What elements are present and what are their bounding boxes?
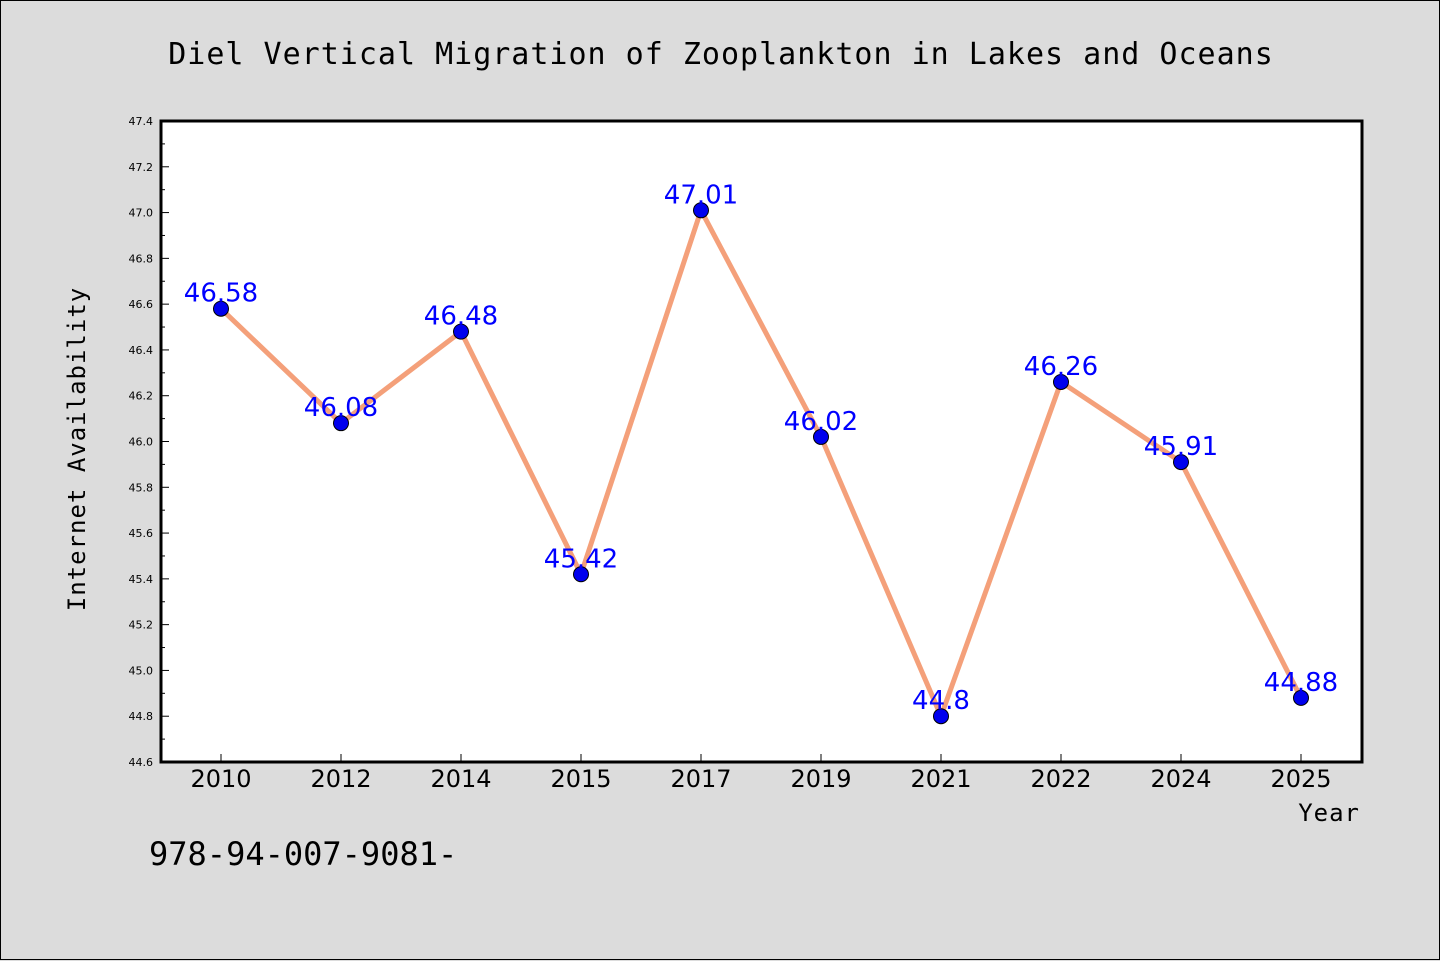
data-label: 46.02 [784,407,858,437]
x-axis-label: Year [1298,799,1360,827]
series-line-group [219,207,1304,719]
y-tick-label: 46.6 [129,298,154,311]
x-tick-label: 2019 [790,765,851,793]
x-tick-label: 2017 [670,765,731,793]
data-label: 46.08 [304,393,378,423]
y-tick-label: 45.4 [129,573,154,586]
data-label: 44.8 [912,686,970,716]
x-tick-label: 2025 [1270,765,1331,793]
y-tick-label: 46.8 [129,252,154,265]
x-axis: 2010 2012 2014 2015 2017 2019 2021 2022 2024 2025 [190,754,1332,793]
footnote-text: 978-94-007-9081- [149,835,457,873]
data-point [813,428,829,445]
y-tick-label: 45.2 [129,619,154,632]
x-tick-label: 2012 [310,765,371,793]
x-tick-label: 2022 [1030,765,1091,793]
y-tick-label: 45.0 [129,664,154,677]
x-tick-label: 2010 [190,765,251,793]
y-tick-label: 47.0 [129,207,154,220]
y-axis-label: Internet Availability [63,287,91,611]
data-label: 47.01 [664,180,738,210]
chart-title: Diel Vertical Migration of Zooplankton i… [168,37,1274,72]
y-axis: 44.6 44.8 45.0 45.2 45.4 45.6 45.8 46.0 46.2 46.4… [129,115,169,769]
y-tick-label: 44.8 [129,710,154,723]
data-point [933,708,949,725]
data-label: 46.48 [424,302,498,332]
plot-area [159,119,1364,764]
y-tick-label: 44.6 [129,756,154,769]
y-tick-label: 46.0 [129,436,154,449]
x-tick-label: 2015 [550,765,611,793]
data-point [1173,454,1189,471]
data-label: 46.26 [1024,352,1098,382]
y-tick-label: 45.6 [129,527,154,540]
y-tick-label: 46.2 [129,390,154,403]
data-label: 44.88 [1264,668,1338,698]
data-point [1053,373,1069,390]
data-label: 45.42 [544,544,618,574]
data-point [1293,689,1309,706]
data-point [213,300,229,317]
data-point [453,323,469,340]
y-tick-label: 47.2 [129,161,154,174]
y-tick-label: 47.4 [129,115,154,128]
data-label-group: 46.58 46.08 46.48 45.42 47.01 46.02 44.8 46.26 4… [184,180,1338,716]
data-label: 46.58 [184,279,258,309]
data-point [573,566,589,583]
x-tick-label: 2014 [430,765,491,793]
y-tick-label: 45.8 [129,481,154,494]
series-line [219,207,1304,719]
data-point [333,415,349,432]
data-point [693,202,709,219]
marker-group [213,202,1309,725]
y-tick-label: 46.4 [129,344,154,357]
x-tick-label: 2024 [1150,765,1211,793]
x-tick-label: 2021 [910,765,971,793]
data-label: 45.91 [1144,432,1218,462]
